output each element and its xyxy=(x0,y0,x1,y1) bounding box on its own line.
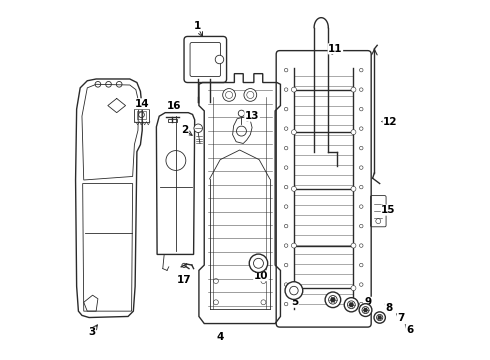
Text: 13: 13 xyxy=(245,111,259,121)
Text: 9: 9 xyxy=(365,297,372,307)
Circle shape xyxy=(194,124,202,132)
Text: 2: 2 xyxy=(181,125,188,135)
Circle shape xyxy=(325,292,341,307)
Text: 6: 6 xyxy=(406,325,414,334)
Text: 12: 12 xyxy=(383,117,397,126)
Bar xyxy=(137,111,147,119)
Circle shape xyxy=(374,312,385,323)
Circle shape xyxy=(351,186,356,192)
Circle shape xyxy=(249,254,268,273)
Text: 11: 11 xyxy=(328,44,343,54)
Circle shape xyxy=(344,298,358,312)
Circle shape xyxy=(349,303,353,306)
Circle shape xyxy=(292,243,296,248)
Circle shape xyxy=(237,126,246,136)
Circle shape xyxy=(351,285,356,291)
Text: 8: 8 xyxy=(385,303,392,312)
Circle shape xyxy=(244,89,257,101)
Circle shape xyxy=(215,55,224,64)
Circle shape xyxy=(351,87,356,92)
Text: 17: 17 xyxy=(177,275,192,285)
Circle shape xyxy=(331,298,335,302)
Text: 15: 15 xyxy=(381,205,396,215)
Circle shape xyxy=(238,110,245,117)
Circle shape xyxy=(351,243,356,248)
Text: 5: 5 xyxy=(291,297,298,307)
Circle shape xyxy=(364,309,367,312)
Text: 10: 10 xyxy=(254,271,268,281)
Bar xyxy=(134,109,149,122)
Bar xyxy=(168,120,176,122)
Circle shape xyxy=(292,130,296,135)
Text: 4: 4 xyxy=(217,332,224,342)
Text: 14: 14 xyxy=(135,99,149,109)
Text: 1: 1 xyxy=(194,21,201,31)
Circle shape xyxy=(222,89,235,101)
Circle shape xyxy=(378,316,381,319)
Text: 3: 3 xyxy=(88,327,96,337)
Circle shape xyxy=(292,87,296,92)
Circle shape xyxy=(359,304,372,316)
Circle shape xyxy=(351,130,356,135)
Text: 7: 7 xyxy=(397,313,405,323)
Circle shape xyxy=(285,282,303,300)
Circle shape xyxy=(292,186,296,192)
Text: 16: 16 xyxy=(167,100,181,111)
Circle shape xyxy=(292,285,296,291)
